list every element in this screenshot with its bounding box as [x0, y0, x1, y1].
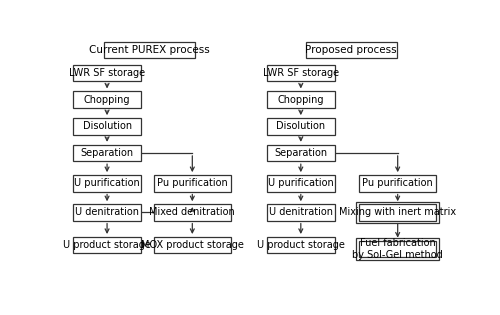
- Text: MOX product storage: MOX product storage: [141, 240, 244, 250]
- Bar: [359, 241, 436, 257]
- Text: U denitration: U denitration: [75, 208, 139, 217]
- Bar: [73, 145, 141, 161]
- Text: Pu purification: Pu purification: [362, 178, 433, 188]
- Bar: [356, 202, 439, 223]
- Bar: [267, 118, 334, 135]
- Bar: [359, 204, 436, 221]
- Bar: [359, 175, 436, 192]
- Bar: [267, 65, 334, 81]
- Text: Disolution: Disolution: [82, 121, 132, 131]
- Text: Separation: Separation: [80, 148, 134, 158]
- Text: Fuel fabrication
by Sol-Gel method: Fuel fabrication by Sol-Gel method: [352, 238, 443, 260]
- Bar: [356, 238, 439, 260]
- Bar: [267, 204, 334, 221]
- Text: Mixing with inert matrix: Mixing with inert matrix: [339, 208, 456, 217]
- Bar: [73, 118, 141, 135]
- Text: Chopping: Chopping: [278, 94, 324, 105]
- Bar: [154, 237, 231, 254]
- Bar: [267, 145, 334, 161]
- Text: Mixed denitration: Mixed denitration: [150, 208, 235, 217]
- Text: Disolution: Disolution: [276, 121, 326, 131]
- Bar: [154, 175, 231, 192]
- Bar: [73, 204, 141, 221]
- Text: U product storage: U product storage: [257, 240, 345, 250]
- Text: Pu purification: Pu purification: [157, 178, 228, 188]
- Text: LWR SF storage: LWR SF storage: [263, 68, 339, 78]
- Bar: [306, 42, 396, 58]
- Text: Proposed process: Proposed process: [306, 45, 397, 55]
- Bar: [267, 175, 334, 192]
- Bar: [73, 175, 141, 192]
- Text: LWR SF storage: LWR SF storage: [69, 68, 145, 78]
- Bar: [267, 91, 334, 108]
- Text: Current PUREX process: Current PUREX process: [90, 45, 210, 55]
- Bar: [73, 237, 141, 254]
- Text: U purification: U purification: [268, 178, 334, 188]
- Bar: [267, 237, 334, 254]
- Bar: [154, 204, 231, 221]
- Bar: [73, 91, 141, 108]
- Text: Chopping: Chopping: [84, 94, 130, 105]
- Text: U purification: U purification: [74, 178, 140, 188]
- Text: Separation: Separation: [274, 148, 328, 158]
- Text: U product storage: U product storage: [63, 240, 151, 250]
- Text: U denitration: U denitration: [269, 208, 333, 217]
- Bar: [73, 65, 141, 81]
- Bar: [104, 42, 195, 58]
